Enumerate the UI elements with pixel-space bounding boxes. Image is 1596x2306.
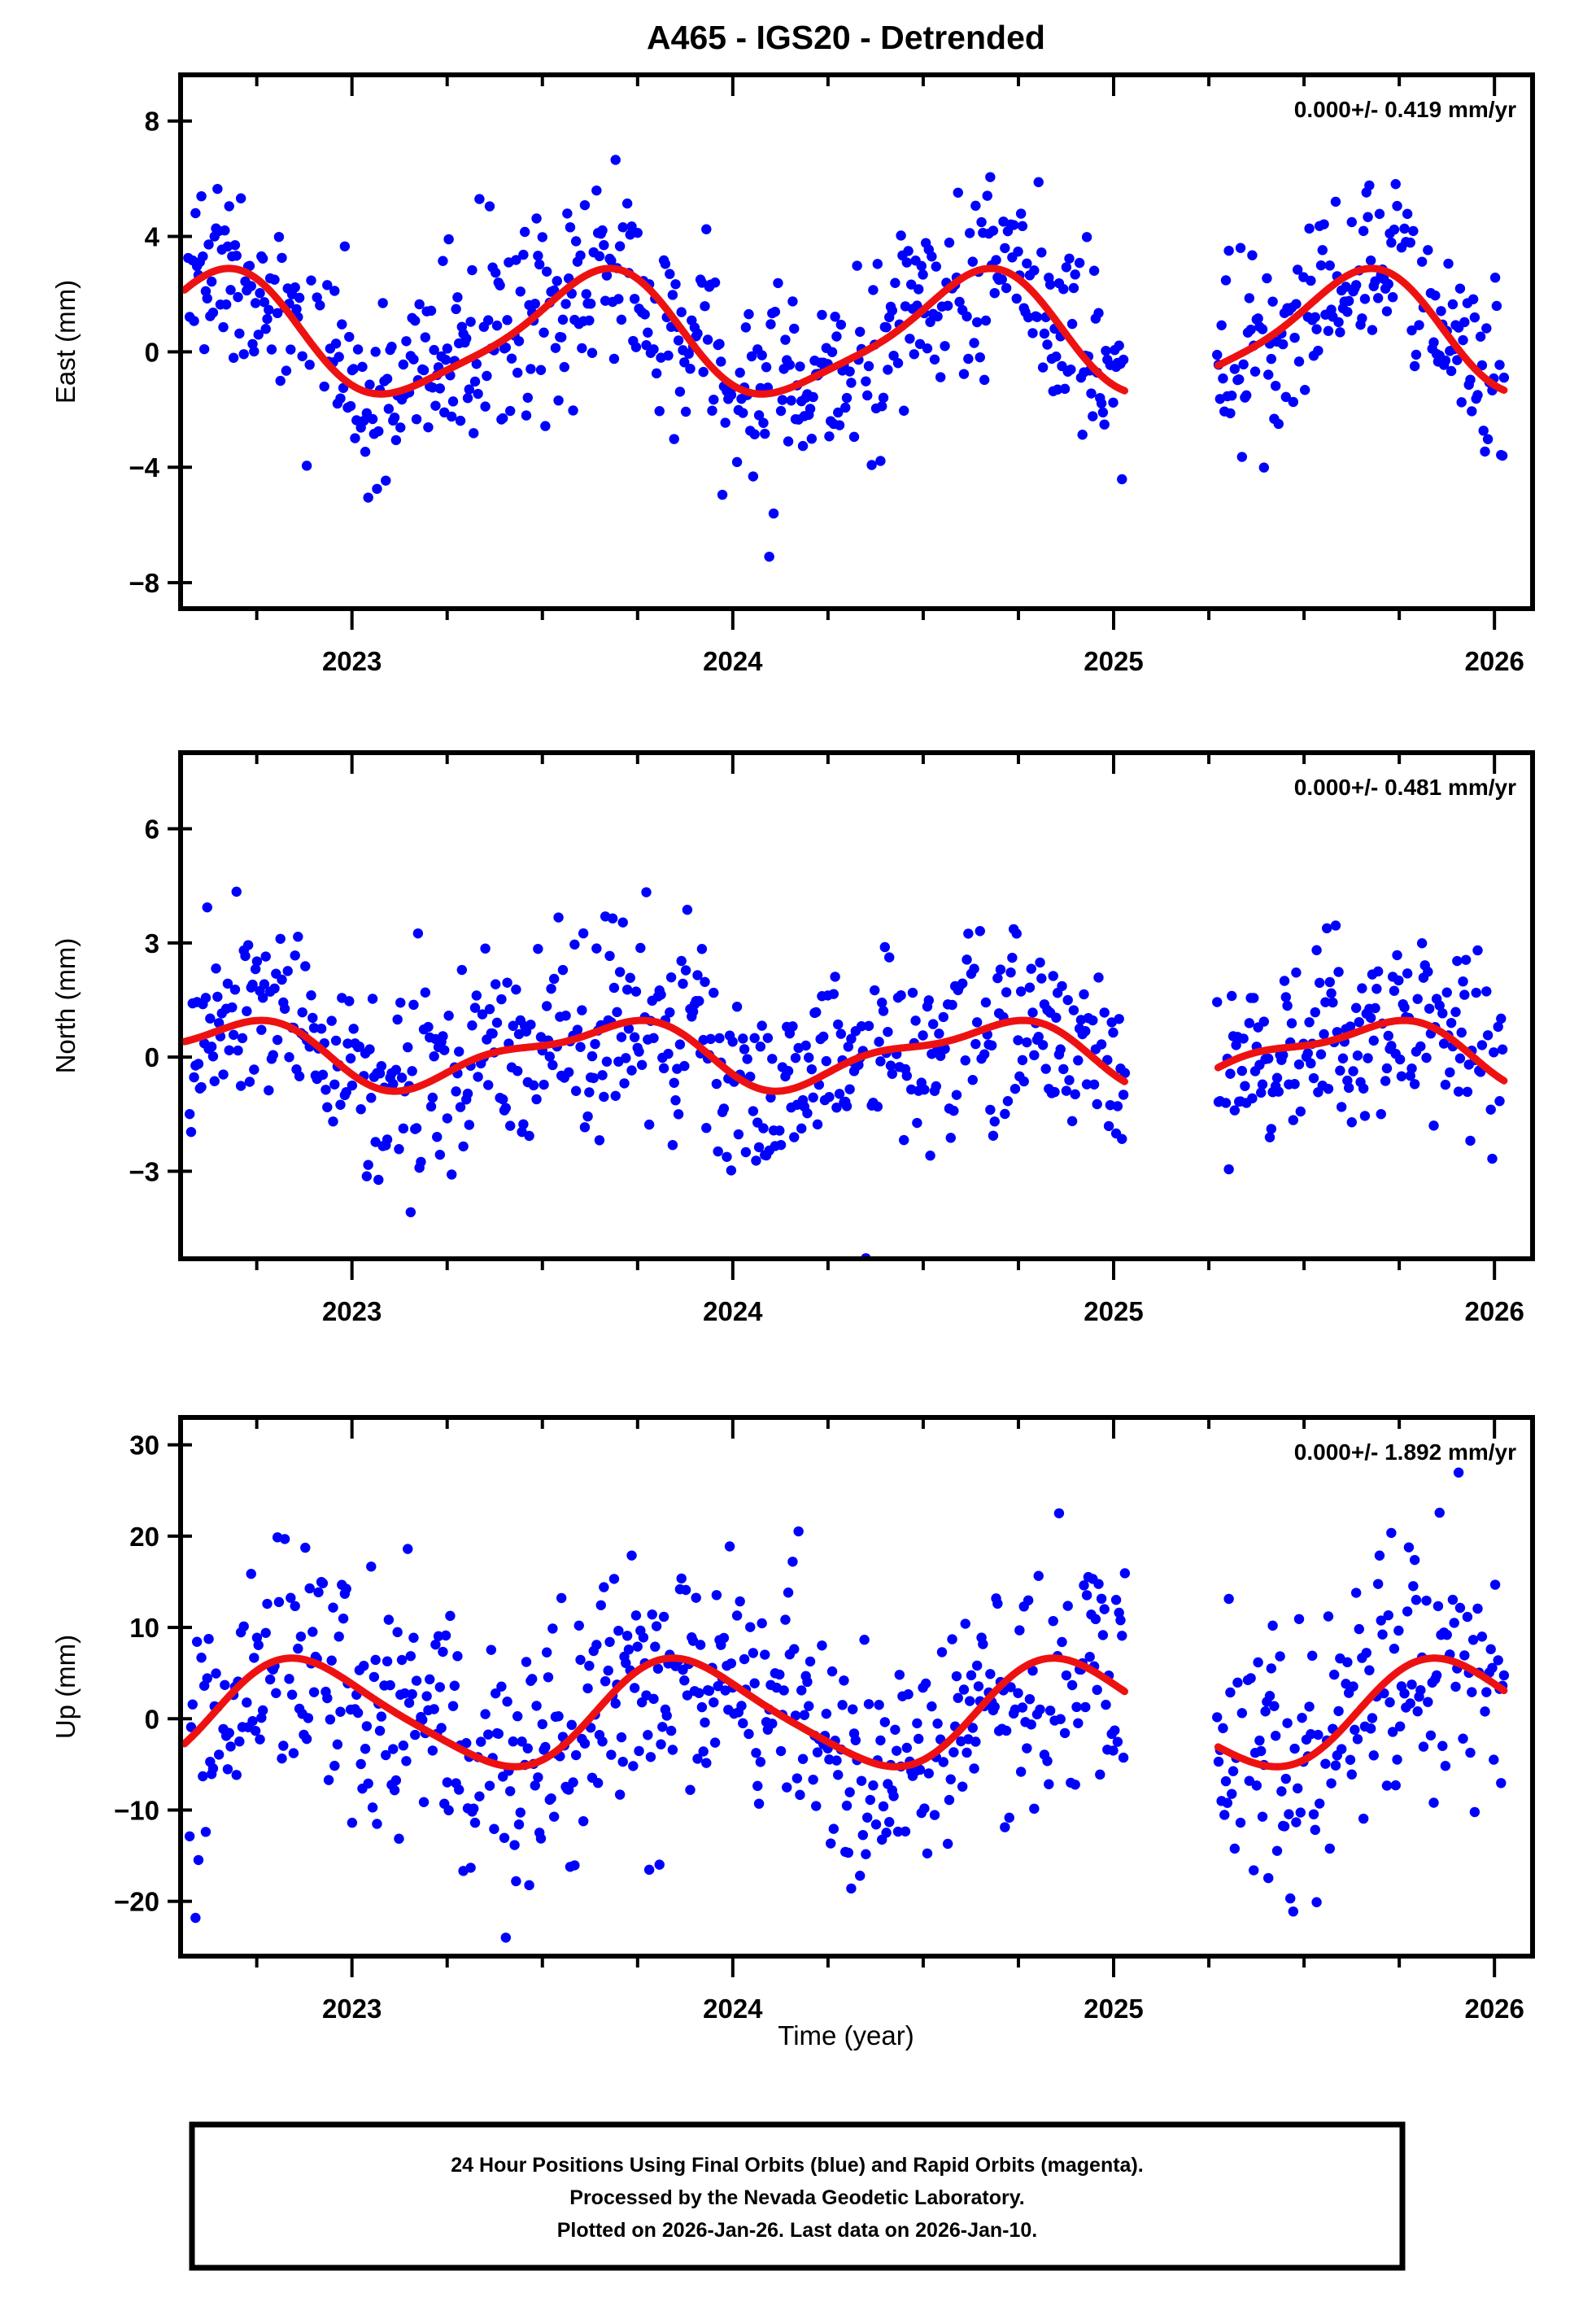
y-tick-label-up: 10 xyxy=(129,1613,159,1643)
y-tick-label-up: −20 xyxy=(114,1887,159,1917)
x-tick-label-north: 2025 xyxy=(1084,1296,1143,1326)
y-tick-label-north: 0 xyxy=(145,1042,159,1072)
x-tick-label-up: 2026 xyxy=(1464,1994,1524,2024)
x-tick-label-up: 2024 xyxy=(703,1994,763,2024)
x-tick-label-up: 2025 xyxy=(1084,1994,1143,2024)
footer-line-1: 24 Hour Positions Using Final Orbits (bl… xyxy=(451,2154,1143,2177)
footer-line-2: Processed by the Nevada Geodetic Laborat… xyxy=(569,2186,1024,2209)
axes-frame-up xyxy=(178,1415,1535,1959)
model-curve-up xyxy=(181,1654,1508,1771)
y-tick-label-north: 6 xyxy=(145,815,159,845)
footer-box-border xyxy=(189,2121,1406,2271)
y-tick-label-east: 4 xyxy=(145,222,160,252)
axes-frame-north xyxy=(178,750,1535,1261)
y-tick-label-east: −8 xyxy=(129,568,159,598)
footer-line-3: Plotted on 2026-Jan-26. Last data on 202… xyxy=(557,2219,1037,2242)
y-tick-label-up: 20 xyxy=(129,1522,159,1552)
footer-credits-box: 24 Hour Positions Using Final Orbits (bl… xyxy=(189,2121,1406,2271)
model-curve-east xyxy=(181,264,1508,398)
y-axis-title-east: East (mm) xyxy=(50,280,81,404)
y-tick-label-east: −4 xyxy=(129,452,159,483)
axes-frame-east xyxy=(178,72,1535,611)
x-tick-label-east: 2024 xyxy=(703,646,763,676)
rate-annotation-east: 0.000+/- 0.419 mm/yr xyxy=(1294,97,1516,122)
y-tick-label-up: −10 xyxy=(114,1795,159,1825)
x-tick-label-north: 2023 xyxy=(322,1296,382,1326)
y-axis-title-north: North (mm) xyxy=(50,938,81,1074)
rate-annotation-north: 0.000+/- 0.481 mm/yr xyxy=(1294,775,1516,800)
panel-up: 30 20 10 0 −10 −20 2023 2024 2025 2026 Up (mm) 0.00… xyxy=(50,1415,1535,2024)
x-tick-label-up: 2023 xyxy=(322,1994,382,2024)
x-axis-title: Time (year) xyxy=(778,2020,914,2051)
y-tick-label-north: 3 xyxy=(145,928,159,959)
x-tick-label-east: 2026 xyxy=(1464,646,1524,676)
rate-annotation-up: 0.000+/- 1.892 mm/yr xyxy=(1294,1439,1516,1465)
x-tick-label-east: 2025 xyxy=(1084,646,1143,676)
y-axis-title-up: Up (mm) xyxy=(50,1635,81,1739)
x-tick-label-north: 2024 xyxy=(703,1296,763,1326)
x-tick-label-east: 2023 xyxy=(322,646,382,676)
panel-east: 8 4 0 −4 −8 2023 2024 2025 2026 East (mm) 0.000+/-… xyxy=(50,72,1535,676)
y-tick-label-east: 8 xyxy=(145,107,159,137)
panel-north: 6 3 0 −3 2023 2024 2025 2026 North (mm) 0.000+/- … xyxy=(50,750,1535,1326)
x-tick-label-north: 2026 xyxy=(1464,1296,1524,1326)
y-tick-label-north: −3 xyxy=(129,1156,159,1186)
model-curve-north xyxy=(181,1016,1508,1095)
y-tick-label-up: 0 xyxy=(145,1704,159,1734)
y-tick-label-up: 30 xyxy=(129,1430,159,1461)
page-title: A465 - IGS20 - Detrended xyxy=(647,19,1045,56)
y-tick-label-east: 0 xyxy=(145,337,159,367)
